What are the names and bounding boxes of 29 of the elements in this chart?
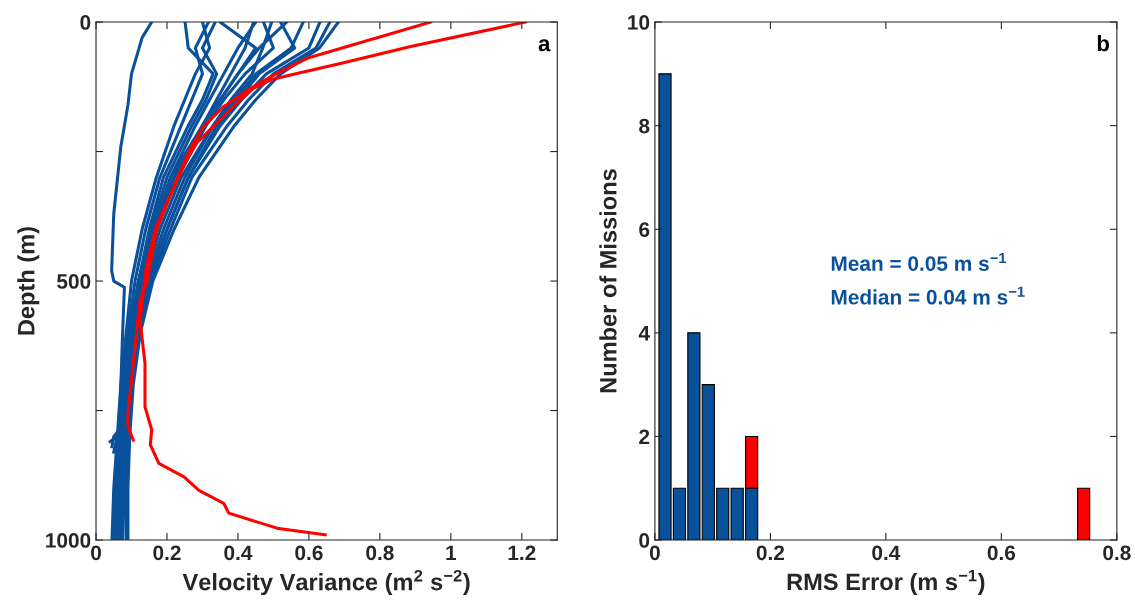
y-axis-title: Depth (m) — [17, 227, 40, 335]
x-tick-label: 1 — [446, 545, 457, 561]
annotation: a — [538, 39, 551, 52]
y-tick-label: 6 — [639, 222, 650, 238]
x-tick-label: 0.4 — [224, 545, 253, 561]
x-tick-label: 0.6 — [987, 545, 1016, 561]
x-tick-label: 0.8 — [1103, 545, 1131, 561]
x-tick-label: 0.8 — [366, 545, 394, 561]
x-tick-label: 0 — [649, 545, 660, 561]
y-tick-label: 10 — [628, 15, 650, 30]
x-tick-label: 0.6 — [295, 545, 323, 561]
y-tick-label: 2 — [639, 429, 650, 444]
x-tick-label: 0.4 — [872, 545, 901, 561]
y-tick-label: 4 — [638, 326, 650, 341]
annotation: Mean = 0.05 m s$^{−1}$ — [831, 252, 1007, 271]
y-tick-label: 0 — [639, 533, 650, 548]
x-tick-label: 0.2 — [153, 545, 181, 561]
annotation: Median = 0.04 m s$^{−1}$ — [831, 286, 1025, 305]
x-axis-title: Velocity Variance (m$^{2}$ s$^{−2}$) — [182, 569, 470, 596]
y-tick-label: 500 — [57, 274, 91, 289]
annotation: b — [1097, 35, 1109, 52]
y-tick-label: 1000 — [46, 533, 91, 548]
x-tick-label: 1.2 — [508, 545, 536, 561]
x-axis-title: RMS Error (m s$^{−1}$) — [787, 569, 985, 595]
y-tick-label: 8 — [639, 118, 650, 134]
x-tick-label: 0.2 — [756, 545, 785, 561]
x-tick-label: 0 — [91, 545, 101, 561]
y-axis-title: Number of Missions — [599, 169, 617, 393]
y-tick-label: 0 — [80, 15, 91, 30]
